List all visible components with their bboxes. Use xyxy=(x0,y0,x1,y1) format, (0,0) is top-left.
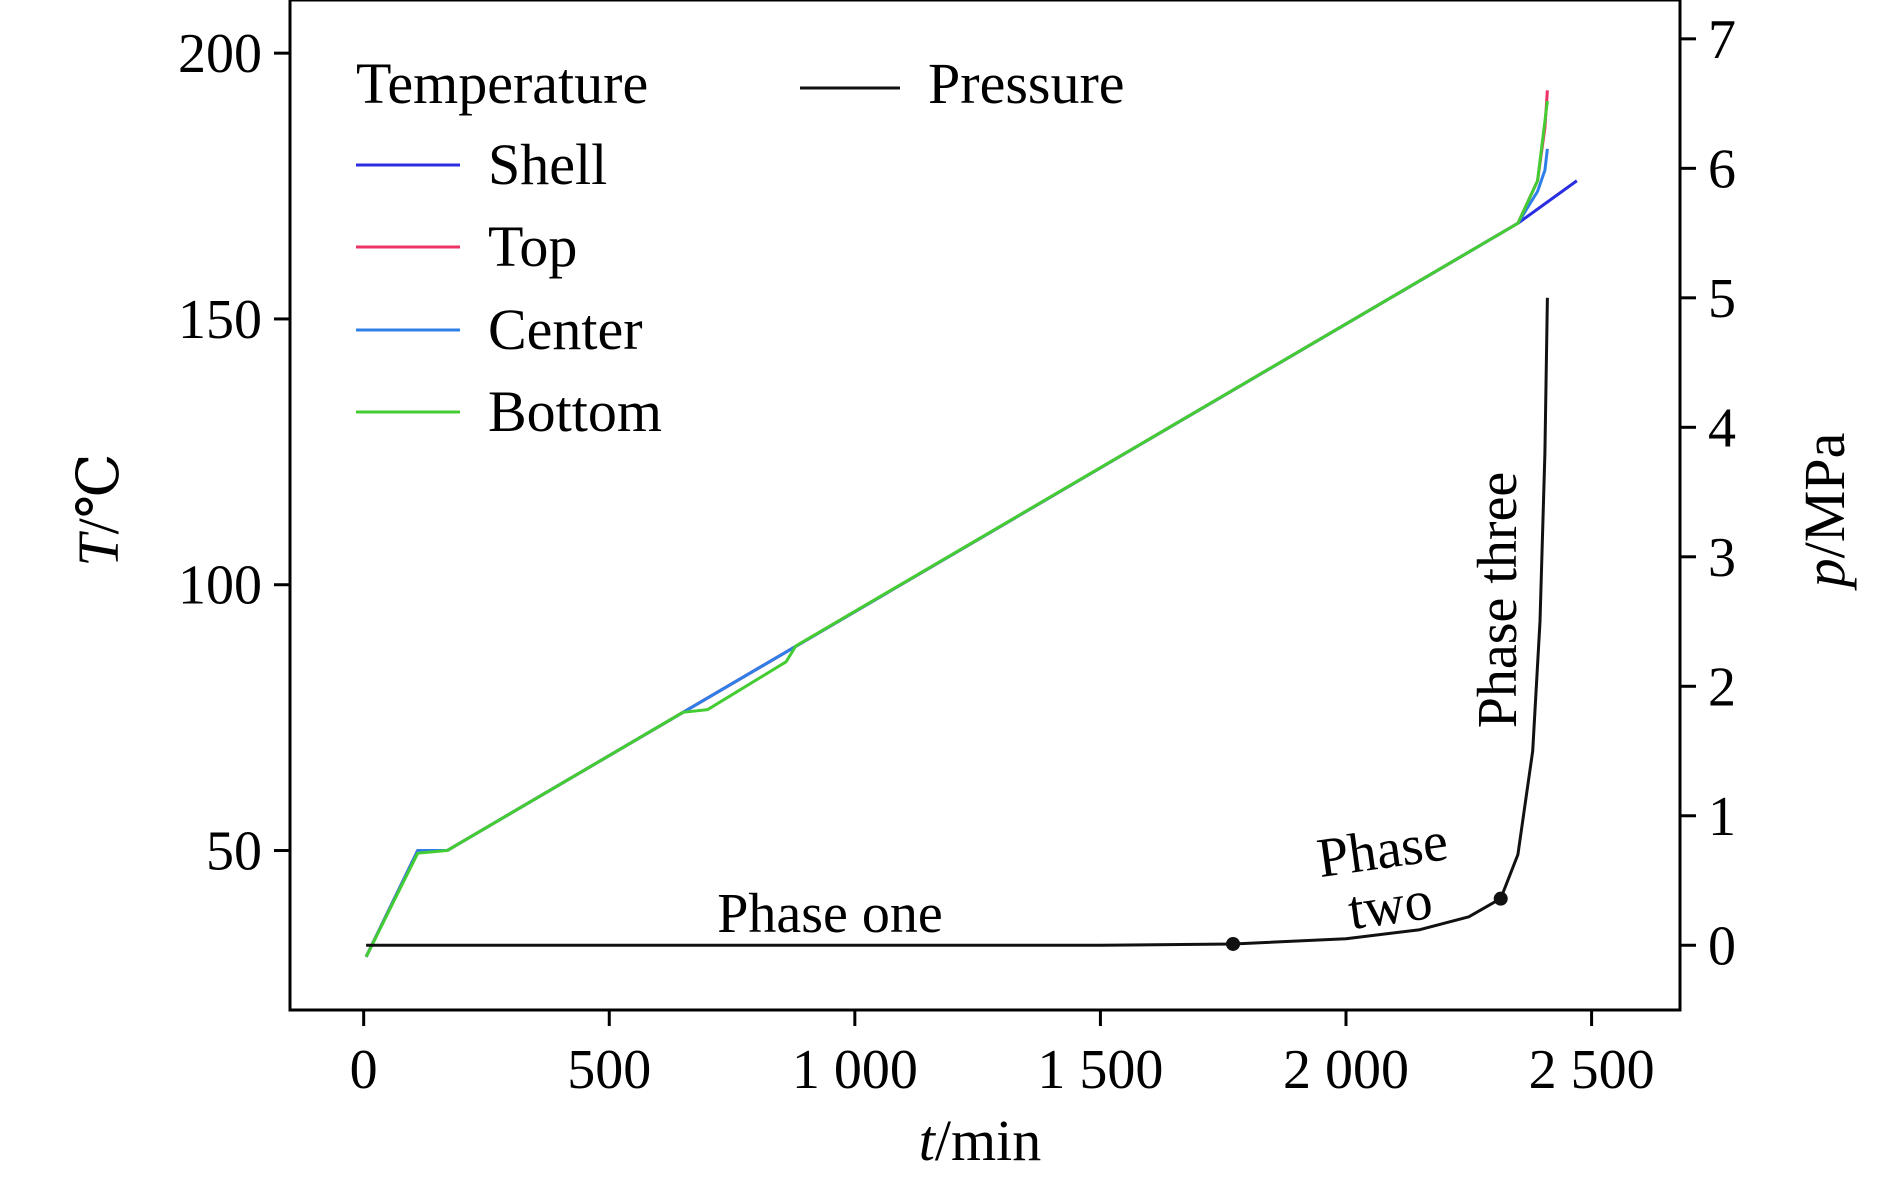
series-line-bottom xyxy=(364,100,1549,958)
y-tick-label: 200 xyxy=(178,23,262,85)
phase-marker xyxy=(1493,891,1508,906)
pressure-line-group xyxy=(366,297,1549,947)
y2-tick-label: 0 xyxy=(1708,915,1736,977)
annotation-phase-three: Phase three xyxy=(1467,472,1529,729)
y2-tick-label: 6 xyxy=(1708,138,1736,200)
x-tick-label: 0 xyxy=(350,1039,378,1101)
temperature-lines xyxy=(364,90,1578,958)
y-tick-label: 150 xyxy=(178,289,262,351)
phase-marker xyxy=(1226,936,1241,951)
y2-tick-label: 4 xyxy=(1708,397,1736,459)
y2-axis-ticks: 0 1 2 3 4 5 6 7 xyxy=(1680,9,1736,977)
legend-label-bottom: Bottom xyxy=(488,379,662,444)
y-axis-var: T xyxy=(66,531,131,567)
y2-axis-var: p xyxy=(1792,558,1857,591)
y2-axis-title: p/MPa xyxy=(1792,433,1857,592)
annotation-phase-two-line2: two xyxy=(1344,869,1436,942)
legend: Temperature Pressure Shell Top Center Bo… xyxy=(356,51,1125,444)
legend-group-title: Temperature xyxy=(356,51,648,116)
x-tick-label: 1 000 xyxy=(792,1039,918,1101)
x-tick-label: 2 000 xyxy=(1283,1039,1409,1101)
legend-label-top: Top xyxy=(488,214,577,279)
y2-tick-label: 5 xyxy=(1708,268,1736,330)
plot-frame xyxy=(288,0,1682,1012)
x-axis-unit: /min xyxy=(935,1108,1041,1173)
y-axis-unit: /℃ xyxy=(66,453,131,534)
x-tick-label: 1 500 xyxy=(1037,1039,1163,1101)
annotation-phase-one: Phase one xyxy=(717,883,943,945)
x-tick-label: 2 500 xyxy=(1529,1039,1655,1101)
y-axis-ticks: 50 100 150 200 xyxy=(178,23,290,883)
legend-label-pressure: Pressure xyxy=(928,51,1125,116)
legend-label-shell: Shell xyxy=(488,132,607,197)
phase-markers xyxy=(1226,891,1508,951)
x-axis-var: t xyxy=(919,1108,937,1173)
y2-tick-label: 1 xyxy=(1708,786,1736,848)
x-tick-label: 500 xyxy=(567,1039,651,1101)
x-axis-ticks: 0 500 1 000 1 500 2 000 2 500 xyxy=(350,1010,1655,1101)
y2-tick-label: 3 xyxy=(1708,527,1736,589)
x-axis-title: t/min xyxy=(919,1108,1041,1173)
y-axis-title: T/℃ xyxy=(66,453,131,566)
series-line-pressure xyxy=(366,297,1549,947)
y2-tick-label: 7 xyxy=(1708,9,1736,71)
legend-label-center: Center xyxy=(488,297,643,362)
y-tick-label: 50 xyxy=(206,821,262,883)
y2-tick-label: 2 xyxy=(1708,656,1736,718)
y-tick-label: 100 xyxy=(178,555,262,617)
y2-axis-unit: /MPa xyxy=(1792,433,1857,559)
